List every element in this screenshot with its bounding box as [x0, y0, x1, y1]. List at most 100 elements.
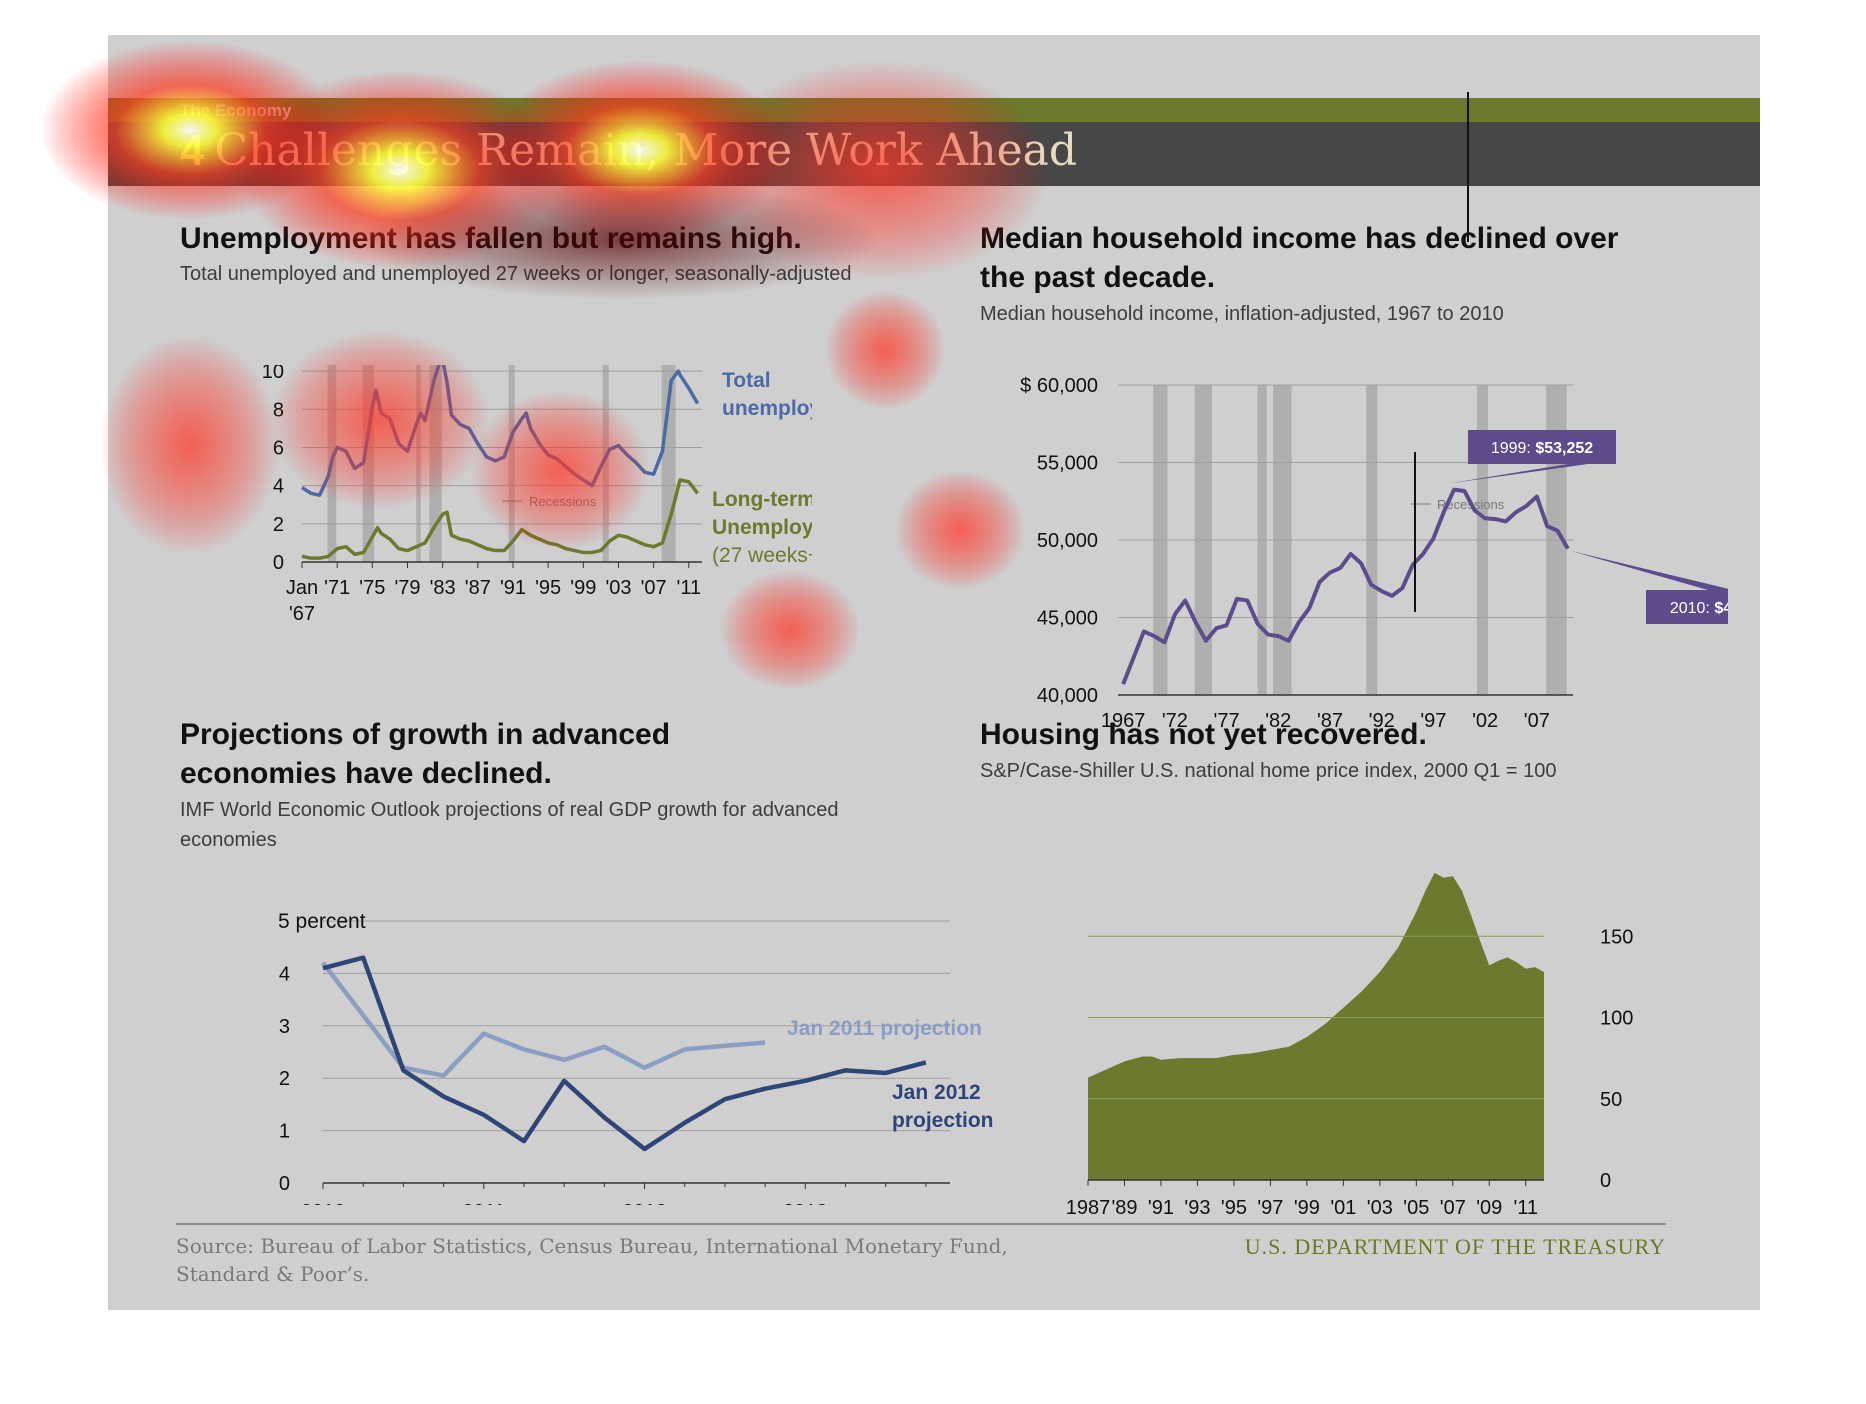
y-tick-label: $ 60,000	[1020, 375, 1098, 397]
annotation-value-1999: $53,252	[1535, 440, 1593, 457]
annotation-label-1999: 1999: $53,252	[1491, 440, 1593, 457]
agency-signature: U.S. DEPARTMENT OF THE TREASURY	[1244, 1234, 1666, 1259]
y-tick-label: 50,000	[1037, 530, 1098, 552]
x-tick-label: '11	[677, 577, 702, 599]
section-label: The Economy	[180, 101, 292, 120]
y-tick-label: 55,000	[1037, 453, 1098, 475]
y-axis-unit-label: 5 percent	[278, 910, 366, 933]
footer-divider	[176, 1223, 1666, 1225]
y-tick-label: 4	[279, 963, 290, 985]
x-tick-label: 2012	[622, 1201, 667, 1205]
jan-2012-projection-label: projection	[892, 1109, 994, 1132]
x-tick-label: '01	[1330, 1197, 1356, 1215]
income-subtitle: Median household income, inflation-adjus…	[980, 303, 1504, 325]
cursor-mark	[1467, 92, 1469, 242]
housing-price-area	[1088, 872, 1544, 1180]
header-accent-bar	[108, 98, 1760, 122]
annotation-box-1999	[1468, 430, 1616, 464]
recession-legend-label: Recessions	[529, 494, 597, 509]
annotation-box-2010	[1646, 590, 1728, 624]
y-tick-label: 40,000	[1037, 685, 1098, 707]
jan-2011-projection-label: Jan 2011 projection	[787, 1017, 982, 1040]
x-tick-label: '92	[1369, 710, 1395, 732]
jan-2012-projection-label: Jan 2012	[892, 1081, 981, 1104]
housing-title: Housing has not yet recovered.	[980, 718, 1427, 751]
y-tick-label: 2	[279, 1068, 290, 1090]
x-tick-label: '07	[1524, 710, 1550, 732]
x-tick-label: '02	[1472, 710, 1498, 732]
annotation-value-2010: $49,445	[1714, 600, 1728, 617]
y-tick-label: 1	[279, 1121, 290, 1143]
y-tick-label: 8	[273, 399, 284, 421]
slide: The Economy 4 Challenges Remain, More Wor…	[108, 35, 1760, 1310]
y-tick-label: 150	[1600, 926, 1633, 948]
growth-title-line2: economies have declined.	[180, 757, 552, 790]
x-tick-label: '97	[1257, 1197, 1283, 1215]
x-tick-label: '03	[1367, 1197, 1393, 1215]
annotation-pointer-2010	[1569, 550, 1728, 590]
jan-2012-projection-line	[322, 955, 927, 1152]
growth-title-line1: Projections of growth in advanced	[180, 718, 671, 751]
x-tick-label: '05	[1403, 1197, 1429, 1215]
total-unemployment-label: Total	[722, 369, 771, 392]
recession-band	[416, 365, 421, 562]
x-tick-label: '82	[1265, 710, 1291, 732]
x-tick-label: 2013	[783, 1201, 828, 1205]
jan-2011-projection-line	[321, 961, 766, 1078]
x-tick-label: '91	[500, 577, 526, 599]
x-tick-label: '91	[1148, 1197, 1174, 1215]
y-tick-label: 3	[279, 1016, 290, 1038]
x-tick-label: '87	[1317, 710, 1343, 732]
growth-subtitle-line1: IMF World Economic Outlook projections o…	[180, 799, 839, 821]
unemployment-title: Unemployment has fallen but remains high…	[180, 222, 802, 255]
income-title-line1: Median household income has declined ove…	[980, 222, 1619, 255]
slide-title: 4 Challenges Remain, More Work Ahead	[180, 125, 1077, 176]
y-tick-label: 0	[279, 1173, 290, 1195]
x-tick-label: '71	[324, 577, 350, 599]
x-tick-sublabel: '67	[289, 603, 315, 625]
x-tick-label: '75	[359, 577, 385, 599]
annotation-pointer-1999	[1448, 464, 1588, 484]
income-chart: 40,000 45,000 50,000 55,000 $ 60,000 1967 '72 '…	[1020, 375, 1728, 732]
x-tick-label: 2010	[301, 1201, 346, 1205]
growth-title: Projections of growth in advanced econom…	[180, 715, 670, 793]
cursor-mark	[1414, 452, 1416, 612]
x-tick-label: '03	[605, 577, 631, 599]
y-tick-label: 10	[262, 365, 284, 383]
x-tick-label: '77	[1214, 710, 1240, 732]
x-tick-label: '99	[1294, 1197, 1320, 1215]
x-tick-label: '95	[535, 577, 561, 599]
recession-band	[508, 365, 515, 562]
x-tick-label: '87	[465, 577, 491, 599]
x-tick-label: '93	[1184, 1197, 1210, 1215]
x-tick-label: '95	[1221, 1197, 1247, 1215]
y-tick-label: 50	[1600, 1089, 1622, 1111]
growth-subtitle: IMF World Economic Outlook projections o…	[180, 795, 838, 855]
income-title-line2: the past decade.	[980, 261, 1216, 294]
y-tick-label: 45,000	[1037, 608, 1098, 630]
long-term-unemployment-label: (27 weeks+)	[712, 544, 812, 567]
source-line2: Standard & Poor’s.	[176, 1262, 370, 1286]
x-tick-label: '79	[394, 577, 420, 599]
y-tick-label: 2	[273, 514, 284, 536]
y-tick-label: 0	[1600, 1170, 1611, 1192]
housing-chart: 0501001501987Q1'89'91'93'95'97'99'01'03'…	[1066, 872, 1633, 1215]
unemployment-subtitle: Total unemployed and unemployed 27 weeks…	[180, 263, 852, 285]
long-term-unemployment-line	[301, 478, 699, 560]
x-tick-label: '11	[1513, 1197, 1538, 1215]
total-unemployment-label: unemployment	[722, 397, 812, 420]
x-tick-label: '99	[570, 577, 596, 599]
y-tick-label: 6	[273, 437, 284, 459]
x-tick-label: Jan	[286, 577, 318, 599]
x-tick-label: '07	[641, 577, 667, 599]
x-tick-label: 1967	[1101, 710, 1146, 732]
y-tick-label: 0	[273, 552, 284, 574]
slide-number: 4	[180, 126, 205, 175]
x-tick-label: '07	[1440, 1197, 1466, 1215]
long-term-unemployment-label: Long-term	[712, 488, 812, 511]
x-tick-label: '97	[1420, 710, 1446, 732]
housing-subtitle: S&P/Case-Shiller U.S. national home pric…	[980, 760, 1557, 782]
x-tick-label: '09	[1476, 1197, 1502, 1215]
unemployment-chart: 0246810Percent of labor forceJan'71'75'7…	[262, 365, 812, 625]
y-tick-label: 100	[1600, 1008, 1633, 1030]
